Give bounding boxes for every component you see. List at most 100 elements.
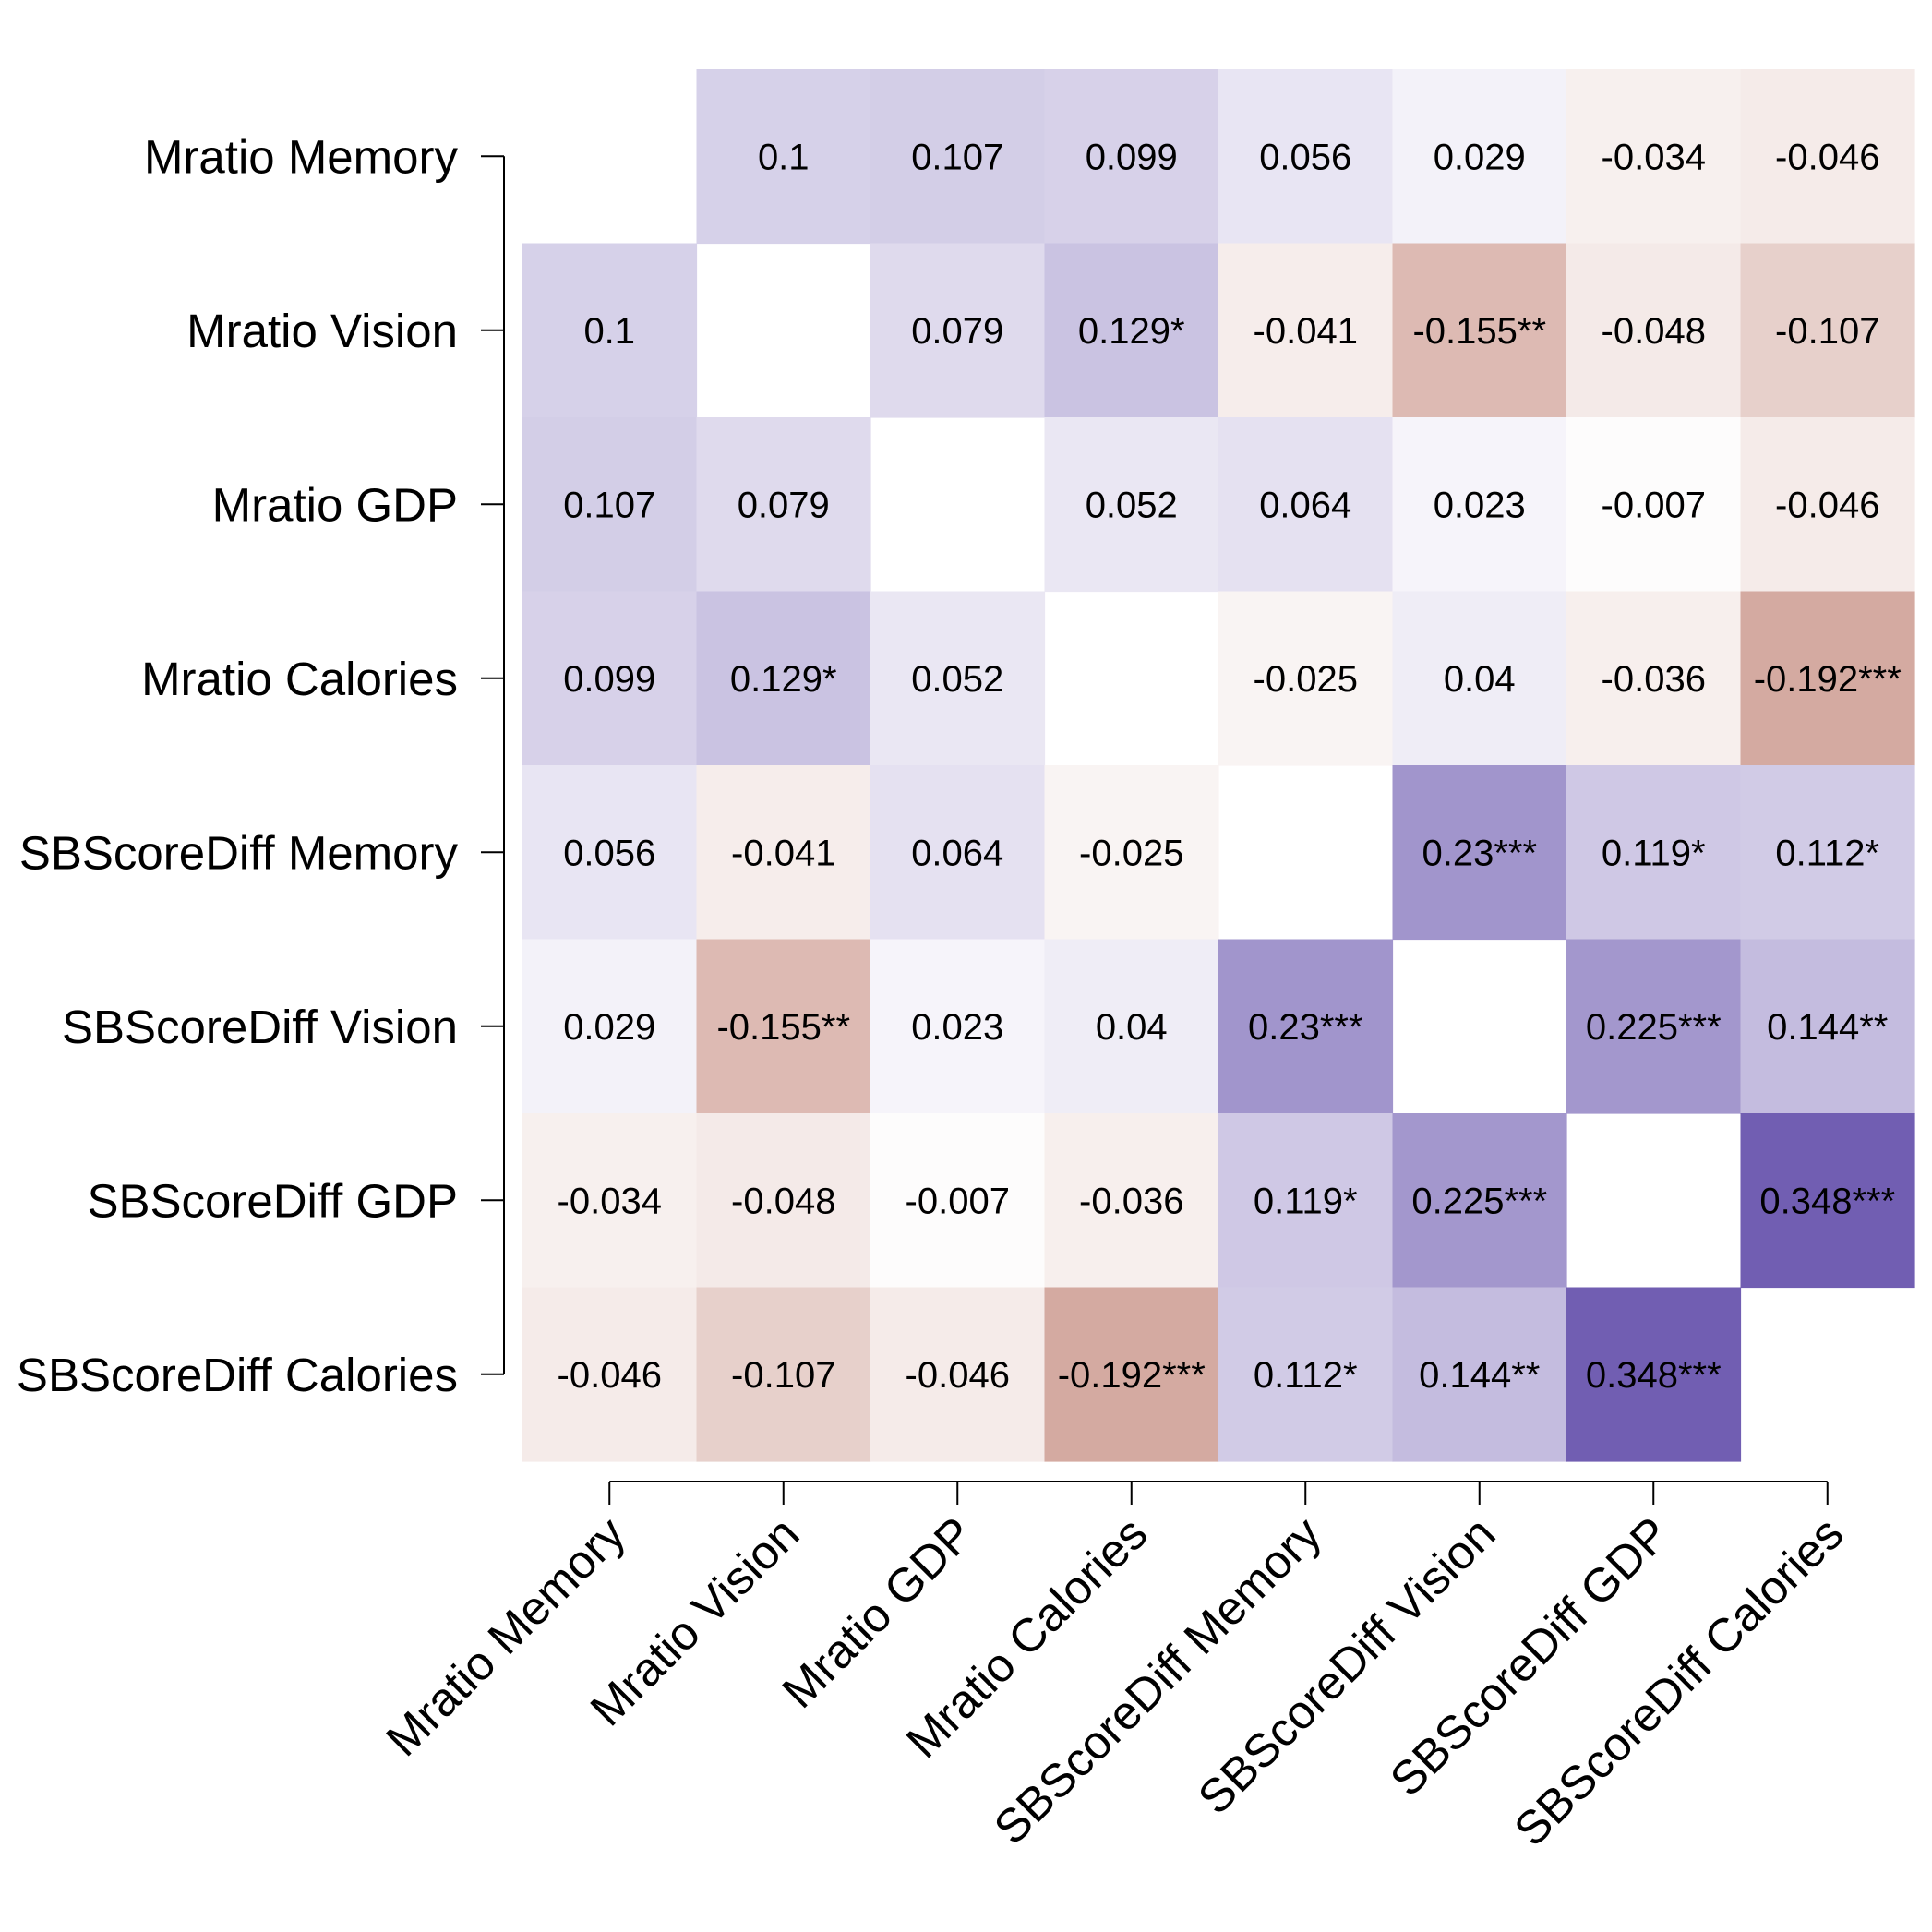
heatmap-cell-r5-c2	[870, 939, 1046, 1114]
heatmap-cell-r1-c3	[1044, 243, 1219, 418]
cell-value-label: -0.192***	[1058, 1355, 1206, 1396]
cell-value-label: 0.023	[911, 1007, 1003, 1048]
cell-value-label: 0.144**	[1419, 1355, 1540, 1396]
heatmap-cell-r6-c1	[696, 1113, 871, 1289]
heatmap-cell-r5-c1	[696, 939, 871, 1114]
heatmap-cell-r4-c7	[1740, 765, 1915, 941]
heatmap-cell-r6-c3	[1044, 1113, 1219, 1289]
y-tick-label-mratio-gdp: Mratio GDP	[212, 478, 458, 531]
cell-value-label: 0.129*	[730, 659, 837, 700]
heatmap-cell-r3-c7	[1740, 591, 1915, 766]
cell-value-label: -0.041	[1254, 311, 1358, 352]
heatmap-cell-r7-c0	[522, 1287, 698, 1462]
cell-value-label: 0.129*	[1078, 311, 1185, 352]
heatmap-cell-r6-c7	[1740, 1113, 1915, 1289]
cell-value-label: -0.155**	[1412, 311, 1546, 352]
heatmap-cell-r7-c5	[1392, 1287, 1567, 1462]
cell-value-label: -0.036	[1079, 1181, 1183, 1221]
heatmap-cell-r2-c3	[1044, 417, 1219, 593]
heatmap-cell-r1-c6	[1566, 243, 1742, 418]
cell-value-label: 0.23***	[1422, 833, 1537, 873]
cell-value-label: 0.079	[911, 311, 1003, 352]
cell-value-label: 0.1	[583, 311, 635, 352]
heatmap-cell-r1-c2	[870, 243, 1046, 418]
cell-value-label: -0.034	[558, 1181, 662, 1221]
cell-value-label: -0.046	[906, 1355, 1010, 1396]
cell-value-label: -0.046	[558, 1355, 662, 1396]
heatmap-cell-r5-c0	[522, 939, 698, 1114]
cell-value-label: -0.034	[1602, 137, 1706, 177]
heatmap-cell-r0-c7	[1740, 69, 1915, 245]
heatmap-cell-r5-c4	[1218, 939, 1394, 1114]
heatmap-cell-r4-c5	[1392, 765, 1567, 941]
heatmap-cell-r6-c0	[522, 1113, 698, 1289]
cell-value-label: 0.064	[1259, 485, 1351, 525]
cell-value-label: -0.107	[1775, 311, 1879, 352]
y-axis: Mratio Memory Mratio Vision Mratio GDP Mrat…	[17, 130, 505, 1401]
cell-value-label: 0.099	[1086, 137, 1178, 177]
cell-value-label: 0.052	[1086, 485, 1178, 525]
y-tick-label-mratio-calories: Mratio Calories	[141, 653, 458, 705]
heatmap-cell-r0-c1	[696, 69, 871, 245]
heatmap-cell-r3-c5	[1392, 591, 1567, 766]
cell-value-label: 0.348***	[1759, 1181, 1895, 1221]
cell-value-label: 0.144**	[1767, 1007, 1888, 1048]
cell-value-label: -0.025	[1254, 659, 1358, 700]
heatmap-cell-r4-c2	[870, 765, 1046, 941]
y-tick-label-sbscorediff-calories: SBScoreDiff Calories	[17, 1349, 458, 1401]
heatmap-cell-r7-c6	[1566, 1287, 1742, 1462]
heatmap-cell-r7-c4	[1218, 1287, 1394, 1462]
heatmap-cell-r1-c0	[522, 243, 698, 418]
cell-value-label: 0.056	[1259, 137, 1351, 177]
heatmap-cell-r5-c6	[1566, 939, 1742, 1114]
cell-value-label: 0.079	[738, 485, 830, 525]
heatmap-value-labels: 0.1 0.107 0.099 0.056 0.029 -0.034 -0.046 0.1 0.…	[558, 137, 1902, 1396]
x-tick-label-sbscorediff-memory: SBScoreDiff Memory	[984, 1506, 1332, 1854]
cell-value-label: 0.04	[1444, 659, 1516, 700]
cell-value-label: 0.112*	[1254, 1355, 1358, 1396]
cell-value-label: 0.052	[911, 659, 1003, 700]
heatmap-cell-r2-c6	[1566, 417, 1742, 593]
cell-value-label: 0.04	[1096, 1007, 1168, 1048]
heatmap-cell-r5-c7	[1740, 939, 1915, 1114]
heatmap-cell-r3-c1	[696, 591, 871, 766]
cell-value-label: -0.048	[1602, 311, 1706, 352]
cell-value-label: 0.1	[758, 137, 810, 177]
y-tick-label-sbscorediff-gdp: SBScoreDiff GDP	[87, 1174, 458, 1227]
cell-value-label: 0.112*	[1775, 833, 1879, 873]
cell-value-label: 0.029	[563, 1007, 655, 1048]
cell-value-label: 0.225***	[1586, 1007, 1722, 1048]
heatmap-cell-r0-c2	[870, 69, 1046, 245]
cell-value-label: -0.046	[1775, 485, 1879, 525]
cell-value-label: -0.107	[731, 1355, 835, 1396]
cell-value-label: 0.119*	[1254, 1181, 1358, 1221]
heatmap-cell-r3-c2	[870, 591, 1046, 766]
heatmap-cell-r1-c5	[1392, 243, 1567, 418]
cell-value-label: 0.029	[1434, 137, 1526, 177]
cell-value-label: -0.192***	[1754, 659, 1902, 700]
heatmap-cell-r4-c6	[1566, 765, 1742, 941]
cell-value-label: 0.099	[563, 659, 655, 700]
cell-value-label: 0.056	[563, 833, 655, 873]
cell-value-label: 0.23***	[1248, 1007, 1363, 1048]
y-tick-label-mratio-memory: Mratio Memory	[144, 130, 459, 183]
x-tick-label-mratio-memory: Mratio Memory	[376, 1506, 635, 1766]
heatmap-cell-r6-c2	[870, 1113, 1046, 1289]
cell-value-label: -0.025	[1079, 833, 1183, 873]
x-tick-label-sbscorediff-vision: SBScoreDiff Vision	[1188, 1506, 1506, 1824]
heatmap-cell-r0-c4	[1218, 69, 1394, 245]
heatmap-cell-r2-c0	[522, 417, 698, 593]
heatmap-cell-r6-c5	[1392, 1113, 1567, 1289]
cell-value-label: -0.155**	[716, 1007, 850, 1048]
y-tick-label-mratio-vision: Mratio Vision	[186, 305, 458, 357]
heatmap-cell-r0-c6	[1566, 69, 1742, 245]
heatmap-cell-r0-c3	[1044, 69, 1219, 245]
x-tick-label-sbscorediff-calories: SBScoreDiff Calories	[1504, 1506, 1853, 1855]
cell-value-label: 0.107	[911, 137, 1003, 177]
heatmap-cell-r7-c1	[696, 1287, 871, 1462]
cell-value-label: 0.107	[563, 485, 655, 525]
heatmap-cell-r2-c4	[1218, 417, 1394, 593]
cell-value-label: -0.048	[731, 1181, 835, 1221]
